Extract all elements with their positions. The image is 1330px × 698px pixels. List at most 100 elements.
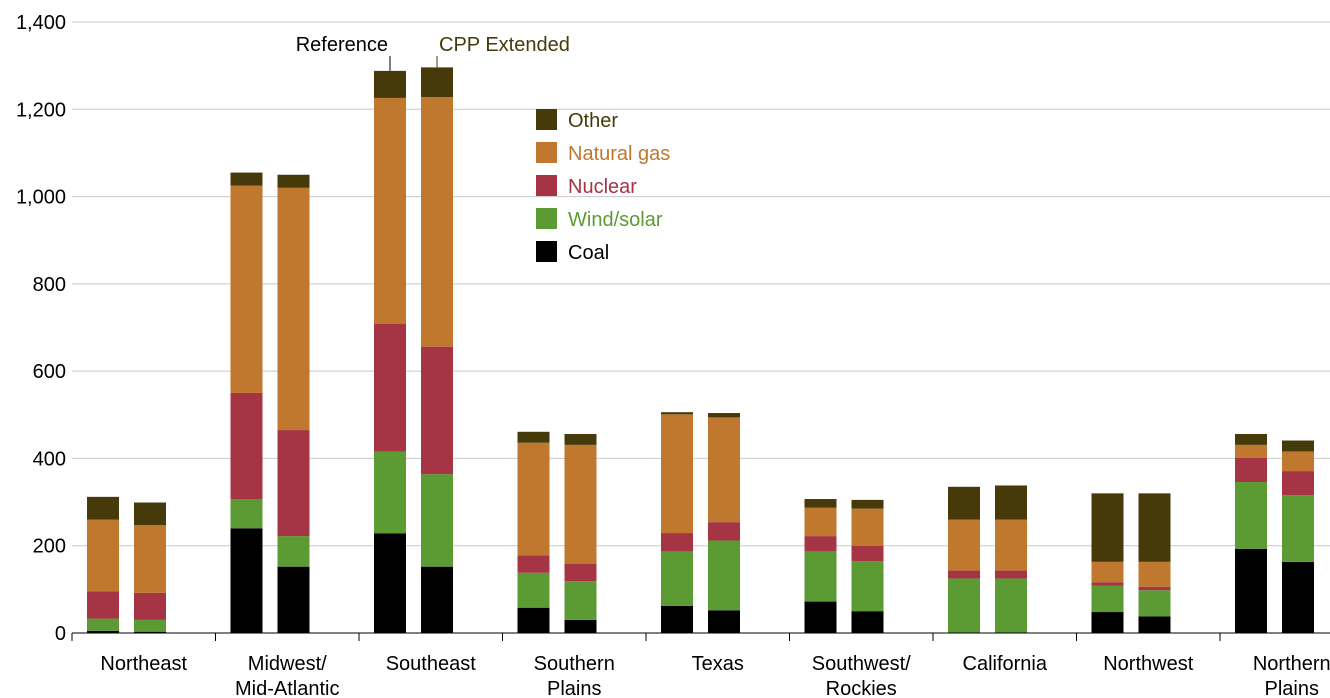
annotation-reference: Reference — [296, 34, 388, 56]
bar-segment-coal — [1282, 561, 1314, 633]
bar-segment-natural-gas — [1091, 561, 1124, 583]
bar-segment-wind-solar — [708, 540, 740, 611]
bar-segment-nuclear — [230, 392, 263, 500]
bar-segment-other — [661, 412, 693, 415]
legend-swatch-other — [536, 109, 557, 130]
bar-segment-coal — [277, 566, 310, 633]
bar-segment-nuclear — [134, 592, 166, 620]
annotation-cpp-extended: CPP Extended — [439, 34, 570, 56]
bar-segment-wind-solar — [277, 536, 310, 567]
legend-item: Coal — [536, 241, 609, 264]
bar-segment-wind-solar — [661, 551, 693, 606]
bar-segment-other — [851, 499, 884, 509]
bar-stack-reference — [1235, 433, 1267, 633]
bar-stack-reference — [374, 70, 406, 633]
bar-segment-natural-gas — [1282, 451, 1314, 472]
bar-segment-wind-solar — [87, 618, 119, 631]
bar-stack-cpp-extended — [421, 67, 453, 633]
legend-swatch-coal — [536, 241, 557, 262]
x-tick-label: Southeast — [386, 653, 477, 675]
bar-segment-coal — [661, 605, 693, 633]
bar-segment-coal — [564, 619, 597, 633]
bar-segment-natural-gas — [517, 442, 550, 556]
bar-segment-other — [1235, 433, 1267, 445]
bar-segment-nuclear — [374, 324, 406, 452]
bar-segment-wind-solar — [134, 619, 166, 632]
bar-segment-nuclear — [851, 545, 884, 561]
bar-segment-wind-solar — [517, 572, 550, 608]
bar-segment-nuclear — [995, 570, 1027, 579]
category-group — [230, 172, 310, 633]
category-group — [517, 431, 597, 633]
legend-swatch-nuclear — [536, 175, 557, 196]
bar-stack-reference — [230, 172, 263, 633]
bar-segment-natural-gas — [277, 187, 310, 431]
bar-segment-coal — [1235, 548, 1267, 633]
category-group — [374, 67, 453, 633]
x-tick-label: Plains — [1265, 678, 1319, 698]
bar-segment-nuclear — [87, 591, 119, 619]
x-tick-label: Southern — [534, 653, 615, 675]
legend-item: Natural gas — [536, 142, 670, 165]
bar-segment-other — [948, 486, 980, 520]
x-axis — [71, 632, 1330, 641]
bar-segment-natural-gas — [804, 507, 837, 537]
legend-item: Other — [536, 109, 618, 132]
bar-segment-coal — [87, 630, 119, 633]
bar-segment-wind-solar — [374, 451, 406, 534]
category-group — [948, 485, 1027, 633]
bar-stack-cpp-extended — [1138, 493, 1171, 633]
y-tick-label: 1,000 — [16, 187, 66, 209]
bar-stack-cpp-extended — [134, 502, 166, 633]
y-tick-label: 0 — [55, 623, 66, 645]
y-tick-label: 800 — [33, 274, 66, 296]
y-tick-label: 1,200 — [16, 99, 66, 121]
bar-stack-cpp-extended — [995, 485, 1027, 633]
bar-segment-nuclear — [804, 536, 837, 552]
category-group — [1235, 433, 1314, 633]
bar-segment-natural-gas — [564, 444, 597, 564]
x-tick-label: Northeast — [100, 653, 187, 675]
bar-segment-natural-gas — [948, 519, 980, 571]
bar-segment-wind-solar — [230, 499, 263, 529]
bar-segment-wind-solar — [804, 551, 837, 602]
bar-stack-reference — [87, 496, 119, 633]
bar-segment-other — [564, 433, 597, 445]
bar-segment-coal — [421, 566, 453, 633]
bar-segment-other — [134, 502, 166, 526]
bar-segment-nuclear — [661, 533, 693, 552]
bar-segment-coal — [1138, 616, 1171, 633]
bar-segment-wind-solar — [1091, 585, 1124, 613]
x-tick-label: Midwest/ — [248, 653, 327, 675]
bar-segment-natural-gas — [708, 417, 740, 523]
bar-stack-reference — [804, 499, 837, 633]
bar-segment-natural-gas — [851, 508, 884, 546]
y-tick-label: 600 — [33, 361, 66, 383]
bar-segment-other — [995, 485, 1027, 520]
x-axis-category-labels: Northeast Midwest/Mid-Atlantic Southeast So… — [100, 653, 1330, 698]
bar-annotations: Reference CPP Extended — [296, 34, 570, 71]
bar-segment-nuclear — [277, 430, 310, 537]
bar-segment-natural-gas — [421, 97, 453, 347]
bar-segment-other — [87, 496, 119, 520]
bar-segment-coal — [1091, 612, 1124, 633]
bar-segment-wind-solar — [1235, 481, 1267, 549]
bar-segment-nuclear — [1138, 586, 1171, 591]
bar-segment-natural-gas — [374, 97, 406, 325]
legend-item: Nuclear — [536, 175, 637, 198]
bar-segment-coal — [708, 610, 740, 633]
bar-segment-coal — [851, 611, 884, 633]
bar-segment-other — [230, 172, 263, 186]
bar-stack-reference — [1091, 493, 1124, 633]
bar-segment-other — [421, 67, 453, 98]
bar-stack-cpp-extended — [1282, 440, 1314, 633]
legend-label: Wind/solar — [568, 209, 663, 231]
x-tick-label: Mid-Atlantic — [235, 678, 339, 698]
bar-segment-nuclear — [1282, 471, 1314, 496]
bar-segment-other — [1138, 493, 1171, 562]
bar-segment-other — [1282, 440, 1314, 452]
bar-stack-cpp-extended — [564, 433, 597, 633]
bar-segment-coal — [230, 528, 263, 633]
bar-segment-wind-solar — [1138, 590, 1171, 617]
